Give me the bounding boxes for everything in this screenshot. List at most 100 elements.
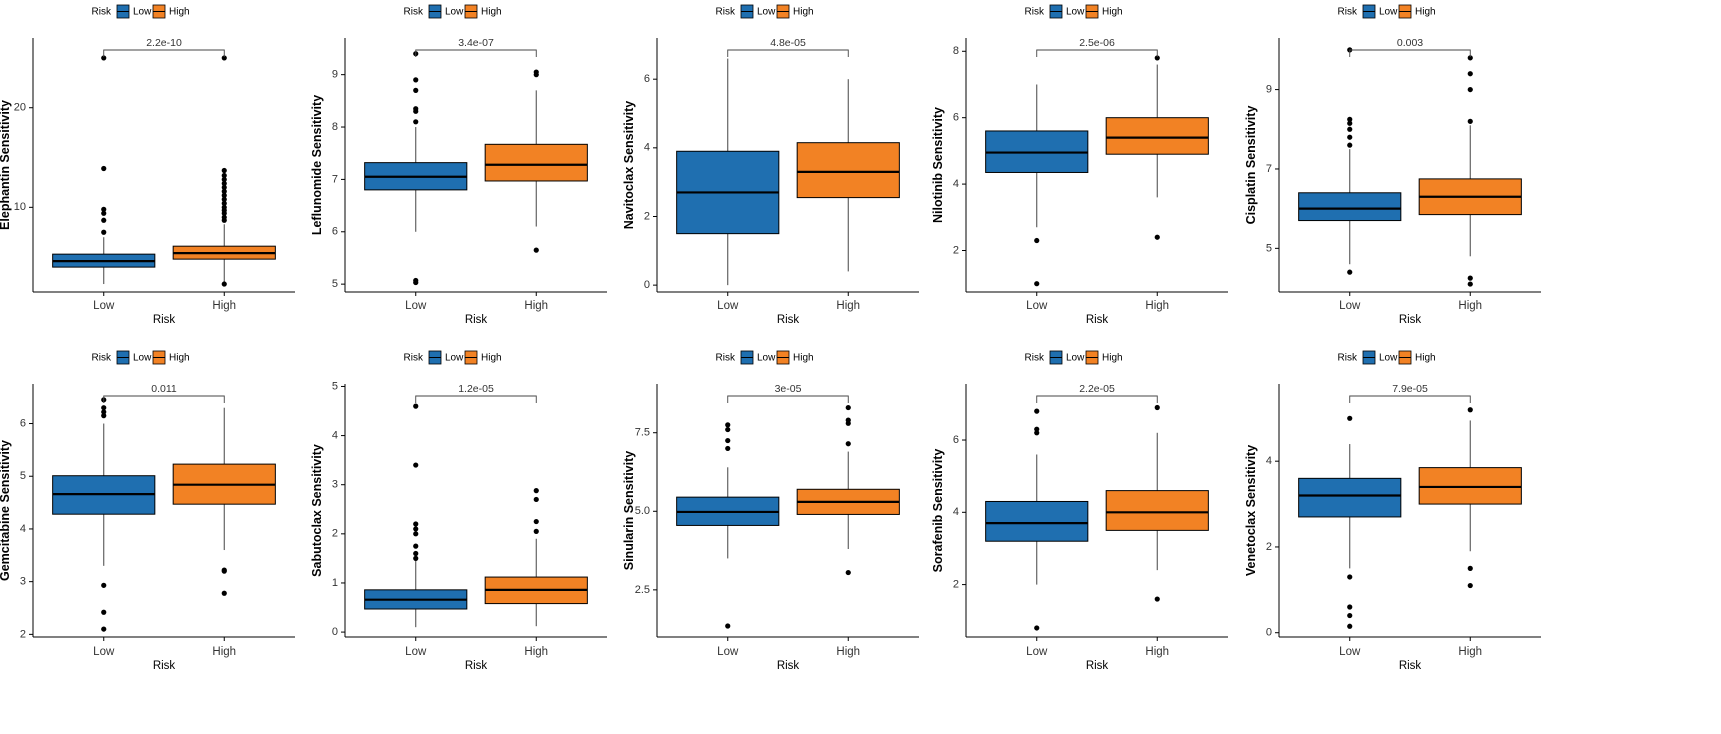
legend-title: Risk — [404, 7, 424, 18]
box-high — [1418, 55, 1522, 287]
x-axis-label: Risk — [153, 660, 176, 672]
significance-bracket — [1036, 395, 1158, 403]
p-value-label: 2.2e-05 — [1079, 383, 1115, 395]
p-value-label: 3.4e-07 — [458, 37, 494, 49]
significance-bracket — [103, 49, 225, 57]
legend-title: Risk — [404, 353, 424, 364]
box-low — [1298, 415, 1402, 629]
outlier-point — [221, 214, 227, 220]
legend-label-high: High — [1102, 353, 1123, 364]
x-tick-label: High — [524, 646, 548, 658]
outlier-point — [101, 210, 107, 216]
box-iqr — [796, 142, 900, 199]
x-axis-label: Risk — [777, 660, 800, 672]
outlier-point — [1467, 565, 1473, 571]
significance-bracket — [1349, 49, 1471, 57]
legend: Risk Low High — [1025, 350, 1123, 365]
outlier-point — [533, 69, 539, 75]
x-tick-label: Low — [1339, 646, 1361, 658]
legend: Risk Low High — [404, 350, 502, 365]
y-tick-label: 4 — [953, 506, 959, 518]
outlier-point — [413, 277, 419, 284]
outlier-point — [1347, 604, 1353, 610]
legend-title: Risk — [1338, 353, 1358, 364]
outlier-point — [413, 119, 419, 125]
outlier-point — [101, 609, 107, 615]
box-plot-panel: Risk Low High 5 7 9 Cisplatin Sensitivity Low Hi… — [1244, 4, 1541, 326]
y-tick-label: 5.0 — [635, 505, 650, 517]
box-iqr — [484, 143, 588, 182]
x-tick-label: High — [212, 300, 236, 312]
y-tick-label: 2 — [20, 628, 26, 640]
legend-title: Risk — [716, 7, 736, 18]
box-low — [985, 84, 1089, 287]
box-iqr — [1105, 117, 1209, 155]
legend-title: Risk — [92, 353, 112, 364]
x-axis-label: Risk — [465, 660, 488, 672]
legend-label-high: High — [169, 7, 190, 18]
y-tick-label: 0 — [1266, 627, 1272, 639]
x-axis-label: Risk — [777, 314, 800, 326]
outlier-point — [725, 623, 731, 629]
y-tick-label: 5 — [332, 278, 338, 290]
box-high — [172, 55, 276, 287]
box-iqr — [1298, 477, 1402, 518]
outlier-point — [413, 550, 419, 557]
outlier-point — [221, 200, 227, 206]
legend: Risk Low High — [716, 350, 814, 365]
outlier-point — [1467, 118, 1473, 124]
outlier-point — [1467, 71, 1473, 77]
outlier-point — [1347, 623, 1353, 629]
p-value-label: 2.5e-06 — [1079, 37, 1115, 49]
box-low — [1298, 47, 1402, 275]
outlier-point — [1467, 407, 1473, 413]
x-tick-label: High — [212, 646, 236, 658]
outlier-point — [1034, 625, 1040, 631]
y-axis-label: Nilotinib Sensitivity — [931, 107, 945, 223]
y-tick-label: 3 — [332, 479, 338, 491]
outlier-point — [845, 569, 851, 576]
y-tick-label: 2 — [644, 210, 650, 222]
p-value-label: 1.2e-05 — [458, 383, 494, 395]
outlier-point — [221, 196, 227, 202]
x-axis-label: Risk — [153, 314, 176, 326]
y-tick-label: 1 — [332, 577, 338, 589]
y-tick-label: 5 — [332, 380, 338, 392]
y-tick-label: 7.5 — [635, 427, 650, 439]
outlier-point — [221, 167, 227, 174]
y-tick-label: 5 — [1266, 242, 1272, 254]
box-high — [1105, 55, 1209, 240]
x-tick-label: Low — [1339, 300, 1361, 312]
outlier-point — [413, 555, 419, 561]
outlier-point — [1034, 237, 1040, 244]
outlier-point — [533, 518, 539, 525]
y-axis-label: Sorafenib Sensitivity — [931, 449, 945, 573]
x-tick-label: High — [524, 300, 548, 312]
legend-label-low: Low — [1066, 7, 1085, 18]
legend-label-high: High — [793, 7, 814, 18]
outlier-point — [101, 55, 107, 61]
outlier-point — [101, 217, 107, 223]
legend-title: Risk — [92, 7, 112, 18]
y-tick-label: 8 — [332, 121, 338, 133]
legend: Risk Low High — [92, 4, 190, 19]
box-iqr — [1298, 192, 1402, 222]
outlier-point — [845, 441, 851, 447]
legend-label-high: High — [1102, 7, 1123, 18]
p-value-label: 3e-05 — [775, 383, 802, 395]
x-tick-label: Low — [1026, 300, 1048, 312]
y-tick-label: 2.5 — [635, 584, 650, 596]
outlier-point — [1034, 408, 1040, 414]
legend-label-low: Low — [133, 353, 152, 364]
outlier-point — [101, 413, 107, 419]
outlier-point — [221, 281, 227, 287]
legend-label-high: High — [481, 353, 502, 364]
y-tick-label: 5 — [20, 470, 26, 482]
legend-label-high: High — [481, 7, 502, 18]
box-plot-panel: Risk Low High 0 2 4 6 Navitoclax Sensitivity Low… — [622, 4, 919, 326]
outlier-point — [1154, 234, 1160, 240]
legend-label-high: High — [793, 353, 814, 364]
y-tick-label: 2 — [1266, 541, 1272, 553]
outlier-point — [221, 204, 227, 210]
